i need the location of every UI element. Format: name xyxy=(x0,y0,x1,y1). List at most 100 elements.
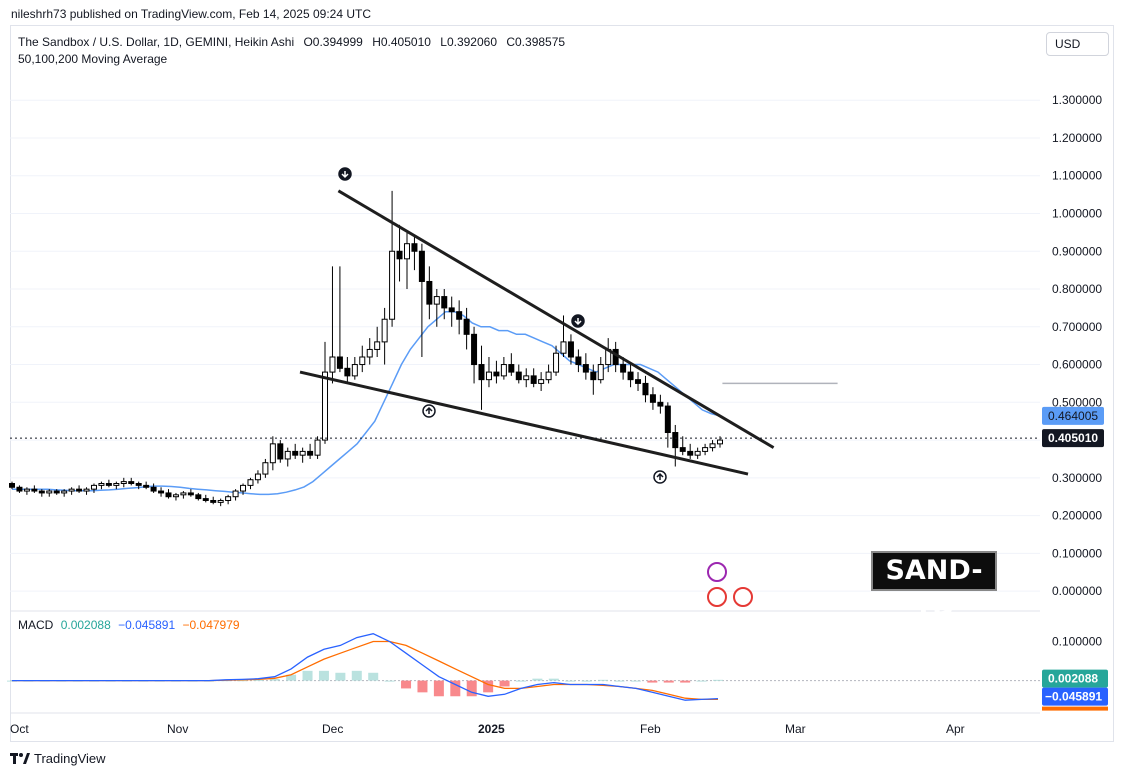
macd-pane: 0.100000 0.002088 −0.045891 xyxy=(7,610,1108,711)
candle-body xyxy=(172,494,179,498)
candle-body xyxy=(113,482,120,486)
macd-hist-bar xyxy=(598,679,609,681)
close-value: C0.398575 xyxy=(506,35,566,49)
price-tick-label: 1.300000 xyxy=(1052,93,1102,107)
candle-body xyxy=(530,375,537,384)
candle-body xyxy=(463,318,470,335)
macd-hist-bar xyxy=(368,672,379,681)
time-label: Apr xyxy=(946,722,965,736)
candle-body xyxy=(9,482,15,488)
candle-body xyxy=(150,486,157,492)
time-label: Feb xyxy=(640,722,661,736)
candle-body xyxy=(180,492,187,496)
time-label: Oct xyxy=(10,722,29,736)
time-label: Nov xyxy=(167,722,188,736)
candle-body xyxy=(90,484,97,490)
macd-hist-bar xyxy=(351,670,362,681)
moving-average-line xyxy=(12,310,721,496)
candle-body xyxy=(426,280,433,305)
macd-hist-bar xyxy=(614,680,625,682)
price-tick-label: 1.100000 xyxy=(1052,169,1102,183)
candle-body xyxy=(679,447,686,452)
candle-body xyxy=(471,333,478,366)
candle-body xyxy=(16,486,23,492)
candle-body xyxy=(344,367,351,377)
macd-hist-bar xyxy=(565,680,576,682)
brand-name: TradingView xyxy=(34,751,106,766)
candle-body xyxy=(299,450,306,456)
candle-body xyxy=(687,450,694,456)
candle-body xyxy=(53,490,60,494)
hist-tag xyxy=(1042,669,1108,688)
candle-body xyxy=(396,250,403,260)
candle-body xyxy=(284,450,291,460)
candle-body xyxy=(38,490,45,494)
candle-body xyxy=(620,364,627,373)
candle-body xyxy=(232,490,239,498)
candle-body xyxy=(68,488,75,492)
trendlines xyxy=(10,189,1040,476)
us-flag-icon xyxy=(733,587,753,607)
currency-button[interactable]: USD xyxy=(1046,32,1109,56)
candle-body xyxy=(98,482,105,486)
tradingview-icon xyxy=(10,752,30,764)
macd-hist-bar xyxy=(548,678,559,681)
sand-1d-label: SAND-1D xyxy=(871,551,997,622)
candle-body xyxy=(217,499,224,503)
candle-body xyxy=(269,443,276,464)
candle-body xyxy=(694,450,701,456)
candle-body xyxy=(448,307,455,313)
macd-tick-label: 0.100000 xyxy=(1052,634,1102,648)
price-tick-label: 0.000000 xyxy=(1052,584,1102,598)
macd-tag xyxy=(1042,687,1108,706)
signal-markers xyxy=(338,167,753,607)
last-price-text: 0.405010 xyxy=(1048,431,1098,445)
candle-body xyxy=(485,371,492,381)
open-value: O0.394999 xyxy=(303,35,363,49)
price-tick-label: 0.300000 xyxy=(1052,471,1102,485)
macd-line xyxy=(12,633,719,701)
candle-body xyxy=(195,494,202,500)
chart-frame xyxy=(10,25,1114,742)
indicator-legend[interactable]: 50,100,200 Moving Average xyxy=(18,52,168,66)
candle-body xyxy=(359,356,366,366)
candle-body xyxy=(515,371,522,381)
high-value: H0.405010 xyxy=(372,35,431,49)
candle-body xyxy=(374,341,381,350)
candle-body xyxy=(590,371,597,381)
price-tick-label: 0.500000 xyxy=(1052,395,1102,409)
candle-body xyxy=(187,492,194,496)
candle-body xyxy=(642,382,649,396)
candle-body xyxy=(351,364,358,377)
candle-body xyxy=(389,250,396,320)
candle-body xyxy=(560,341,567,354)
candle-body xyxy=(456,311,463,320)
candle-body xyxy=(314,439,321,456)
low-value: L0.392060 xyxy=(440,35,497,49)
symbol-title[interactable]: The Sandbox / U.S. Dollar, 1D, GEMINI, H… xyxy=(18,35,295,49)
candle-body xyxy=(329,356,336,373)
candle-body xyxy=(23,488,30,492)
candle-body xyxy=(120,481,127,484)
candle-body xyxy=(418,250,425,282)
candle-body xyxy=(709,443,716,449)
candle-body xyxy=(128,481,135,484)
price-tick-label: 0.800000 xyxy=(1052,282,1102,296)
macd-title: MACD xyxy=(18,618,54,632)
candle-body xyxy=(83,488,90,492)
macd-hist-bar xyxy=(663,680,674,683)
candles xyxy=(9,190,723,507)
candle-body xyxy=(307,450,314,456)
macd-line-value: −0.045891 xyxy=(118,618,176,632)
macd-hist-bar xyxy=(253,679,264,681)
candle-body xyxy=(225,496,232,501)
tradingview-logo[interactable]: TradingView xyxy=(10,751,106,766)
hist-tag-text: 0.002088 xyxy=(1048,672,1098,686)
signal-line xyxy=(12,640,718,701)
macd-hist-bar xyxy=(335,672,346,681)
macd-legend[interactable]: MACD 0.002088 −0.045891 −0.047979 xyxy=(18,618,244,632)
candle-body xyxy=(627,371,634,381)
ma-price-tag xyxy=(1042,406,1104,425)
price-tick-label: 0.200000 xyxy=(1052,509,1102,523)
